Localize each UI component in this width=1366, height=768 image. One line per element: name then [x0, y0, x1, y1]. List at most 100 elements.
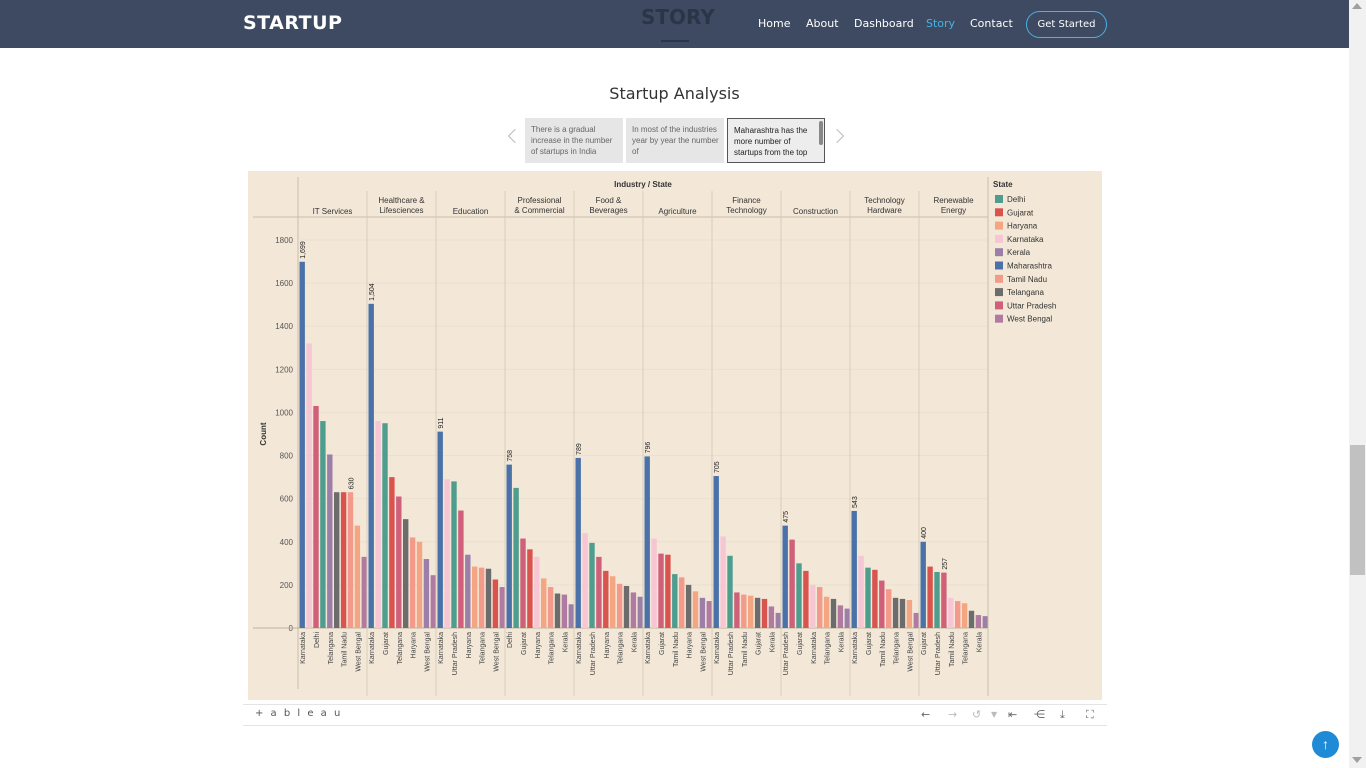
legend-swatch[interactable]	[995, 248, 1003, 257]
bar-tamil-nadu[interactable]	[886, 589, 892, 628]
bar-maharashtra[interactable]	[437, 431, 443, 628]
bar-haryana[interactable]	[823, 596, 830, 628]
tableau-logo[interactable]: + a b l e a u	[255, 708, 342, 719]
back-to-top-button[interactable]: ↑	[1312, 731, 1339, 758]
bar-uttar-pradesh[interactable]	[313, 405, 319, 628]
bar-west-bengal[interactable]	[768, 606, 775, 628]
bar-tamil-nadu[interactable]	[409, 537, 416, 628]
bar-haryana[interactable]	[416, 541, 423, 628]
bar-maharashtra[interactable]	[506, 464, 512, 628]
bar-telangana[interactable]	[403, 519, 409, 628]
bar-haryana[interactable]	[748, 595, 754, 628]
get-started-button[interactable]: Get Started	[1026, 11, 1107, 38]
bar-west-bengal[interactable]	[706, 601, 712, 628]
legend-swatch[interactable]	[995, 288, 1003, 297]
bar-gujarat[interactable]	[665, 554, 671, 628]
bar-telangana[interactable]	[685, 584, 692, 628]
download-icon[interactable]: ⤓	[1060, 708, 1065, 721]
bar-gujarat[interactable]	[527, 549, 533, 628]
reset-icon[interactable]: ⇤	[1008, 708, 1018, 721]
bar-delhi[interactable]	[382, 423, 388, 628]
bar-haryana[interactable]	[692, 591, 699, 628]
bar-uttar-pradesh[interactable]	[879, 580, 885, 628]
bar-west-bengal[interactable]	[430, 575, 436, 628]
bar-haryana[interactable]	[961, 603, 968, 628]
bar-west-bengal[interactable]	[630, 592, 637, 628]
bar-tamil-nadu[interactable]	[347, 492, 354, 628]
bar-haryana[interactable]	[541, 578, 547, 628]
bar-kerala[interactable]	[327, 454, 333, 628]
bar-uttar-pradesh[interactable]	[596, 556, 602, 628]
bar-uttar-pradesh[interactable]	[941, 572, 947, 628]
bar-west-bengal[interactable]	[561, 594, 568, 628]
bar-delhi[interactable]	[934, 571, 940, 628]
bar-tamil-nadu[interactable]	[478, 567, 485, 628]
bar-tamil-nadu[interactable]	[955, 601, 961, 628]
bar-maharashtra[interactable]	[920, 541, 926, 628]
bar-kerala[interactable]	[568, 604, 574, 628]
legend-swatch[interactable]	[995, 274, 1003, 283]
story-point-scrollbar[interactable]	[819, 121, 823, 145]
scroll-up-icon[interactable]	[1352, 3, 1362, 9]
nav-contact[interactable]: Contact	[970, 17, 1013, 30]
bar-gujarat[interactable]	[340, 492, 347, 628]
bar-telangana[interactable]	[754, 597, 761, 628]
bar-kerala[interactable]	[699, 597, 706, 628]
bar-telangana[interactable]	[554, 593, 561, 628]
bar-telangana[interactable]	[334, 492, 340, 628]
story-point-3[interactable]: Maharashtra has the more number of start…	[727, 118, 825, 163]
bar-karnataka[interactable]	[720, 536, 726, 628]
bar-uttar-pradesh[interactable]	[458, 510, 464, 628]
scrollbar-thumb[interactable]	[1350, 445, 1365, 575]
legend-swatch[interactable]	[995, 208, 1003, 217]
bar-maharashtra[interactable]	[851, 510, 857, 628]
bar-uttar-pradesh[interactable]	[789, 539, 795, 628]
bar-karnataka[interactable]	[810, 584, 816, 628]
bar-karnataka[interactable]	[858, 555, 864, 628]
story-next-icon[interactable]	[829, 128, 845, 144]
bar-west-bengal[interactable]	[913, 612, 919, 628]
bar-telangana[interactable]	[899, 598, 906, 628]
bar-delhi[interactable]	[796, 563, 802, 628]
bar-kerala[interactable]	[775, 612, 781, 628]
bar-delhi[interactable]	[727, 555, 733, 628]
bar-tamil-nadu[interactable]	[741, 594, 747, 628]
tableau-viz[interactable]: Industry / State020040060080010001200140…	[248, 171, 1102, 700]
bar-gujarat[interactable]	[927, 566, 933, 628]
legend-swatch[interactable]	[995, 195, 1003, 203]
bar-delhi[interactable]	[672, 574, 678, 628]
undo-icon[interactable]: ←	[921, 708, 931, 721]
legend-swatch[interactable]	[995, 301, 1003, 310]
nav-story[interactable]: Story	[926, 17, 956, 30]
bar-gujarat[interactable]	[492, 579, 499, 629]
bar-maharashtra[interactable]	[644, 456, 650, 628]
bar-karnataka[interactable]	[375, 421, 381, 628]
bar-haryana[interactable]	[472, 566, 478, 628]
nav-home[interactable]: Home	[758, 17, 791, 30]
bar-kerala[interactable]	[844, 608, 850, 628]
bar-delhi[interactable]	[865, 567, 871, 628]
bar-delhi[interactable]	[451, 481, 457, 628]
bar-gujarat[interactable]	[389, 477, 395, 628]
bar-gujarat[interactable]	[872, 569, 878, 628]
story-point-1[interactable]: There is a gradual increase in the numbe…	[525, 118, 623, 163]
brand-logo[interactable]: STARTUP	[243, 12, 343, 34]
bar-gujarat[interactable]	[803, 570, 809, 628]
bar-gujarat[interactable]	[603, 570, 609, 628]
story-point-2[interactable]: In most of the industries year by year t…	[626, 118, 724, 163]
bar-maharashtra[interactable]	[713, 476, 719, 628]
scroll-down-icon[interactable]	[1352, 757, 1362, 763]
legend-swatch[interactable]	[995, 221, 1003, 230]
bar-kerala[interactable]	[465, 554, 471, 628]
share-icon[interactable]: ⋲	[1034, 708, 1045, 721]
bar-karnataka[interactable]	[582, 533, 588, 628]
bar-telangana[interactable]	[623, 585, 630, 628]
bar-maharashtra[interactable]	[782, 525, 788, 628]
bar-delhi[interactable]	[320, 421, 326, 628]
legend-swatch[interactable]	[995, 314, 1003, 323]
bar-uttar-pradesh[interactable]	[734, 592, 740, 628]
bar-tamil-nadu[interactable]	[817, 587, 823, 628]
bar-kerala[interactable]	[423, 559, 430, 628]
legend-swatch[interactable]	[995, 261, 1003, 270]
bar-tamil-nadu[interactable]	[616, 583, 623, 628]
